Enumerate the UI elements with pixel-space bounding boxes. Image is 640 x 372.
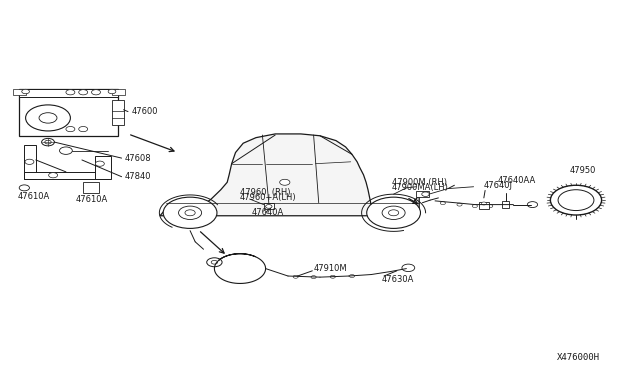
Text: 47900MA(LH): 47900MA(LH): [392, 183, 449, 192]
Circle shape: [527, 202, 538, 208]
Text: 47900M (RH): 47900M (RH): [392, 178, 447, 187]
Bar: [479, 202, 489, 209]
Text: 47640A: 47640A: [252, 208, 284, 217]
Text: X476000H: X476000H: [557, 353, 600, 362]
Bar: [19, 89, 118, 97]
Circle shape: [481, 202, 486, 205]
Circle shape: [49, 173, 58, 178]
Circle shape: [211, 260, 218, 264]
Circle shape: [19, 185, 29, 191]
Bar: [24, 145, 36, 179]
Circle shape: [22, 89, 29, 94]
Text: 47608: 47608: [125, 154, 152, 163]
Circle shape: [382, 206, 405, 219]
Bar: [24, 172, 108, 179]
Text: 47640J: 47640J: [483, 182, 512, 190]
Circle shape: [550, 185, 602, 215]
Circle shape: [558, 190, 594, 211]
Circle shape: [402, 264, 415, 272]
Circle shape: [503, 205, 508, 208]
Text: 47840: 47840: [125, 172, 151, 181]
Circle shape: [84, 187, 95, 193]
Circle shape: [330, 275, 335, 278]
Circle shape: [185, 210, 195, 216]
Text: 47960  (RH): 47960 (RH): [240, 188, 291, 197]
Text: 47610A: 47610A: [18, 192, 50, 201]
Circle shape: [293, 275, 298, 278]
Text: 47910M: 47910M: [314, 264, 348, 273]
Bar: [264, 203, 274, 209]
Bar: [112, 100, 124, 125]
Circle shape: [207, 258, 222, 267]
Circle shape: [25, 159, 34, 164]
Circle shape: [488, 205, 493, 208]
Bar: [19, 89, 118, 136]
Circle shape: [311, 276, 316, 279]
Circle shape: [66, 90, 75, 95]
Text: 47610A: 47610A: [76, 195, 108, 204]
Circle shape: [42, 138, 54, 146]
Circle shape: [179, 206, 202, 219]
Bar: [95, 156, 111, 179]
Circle shape: [108, 89, 116, 94]
Circle shape: [472, 205, 477, 208]
Circle shape: [60, 147, 72, 154]
Circle shape: [367, 197, 420, 228]
Circle shape: [79, 126, 88, 132]
Circle shape: [388, 210, 399, 216]
Bar: [502, 201, 509, 208]
Bar: [416, 191, 429, 197]
Bar: [13, 89, 26, 95]
Text: 47640AA: 47640AA: [498, 176, 536, 185]
Circle shape: [163, 197, 217, 228]
Polygon shape: [160, 134, 419, 216]
Circle shape: [440, 202, 445, 205]
Circle shape: [26, 105, 70, 131]
Circle shape: [66, 126, 75, 132]
Circle shape: [266, 205, 272, 208]
Circle shape: [349, 275, 355, 278]
Circle shape: [39, 113, 57, 123]
Circle shape: [92, 90, 100, 95]
Bar: [112, 89, 125, 95]
Text: 47630A: 47630A: [381, 275, 414, 284]
Bar: [83, 182, 99, 193]
Text: 47960+A(LH): 47960+A(LH): [240, 193, 296, 202]
Circle shape: [422, 192, 429, 196]
Circle shape: [95, 161, 104, 166]
Text: 47600: 47600: [131, 107, 157, 116]
Text: 47950: 47950: [570, 166, 596, 175]
Circle shape: [45, 140, 51, 144]
Circle shape: [79, 90, 88, 95]
Circle shape: [457, 203, 462, 206]
Circle shape: [280, 179, 290, 185]
